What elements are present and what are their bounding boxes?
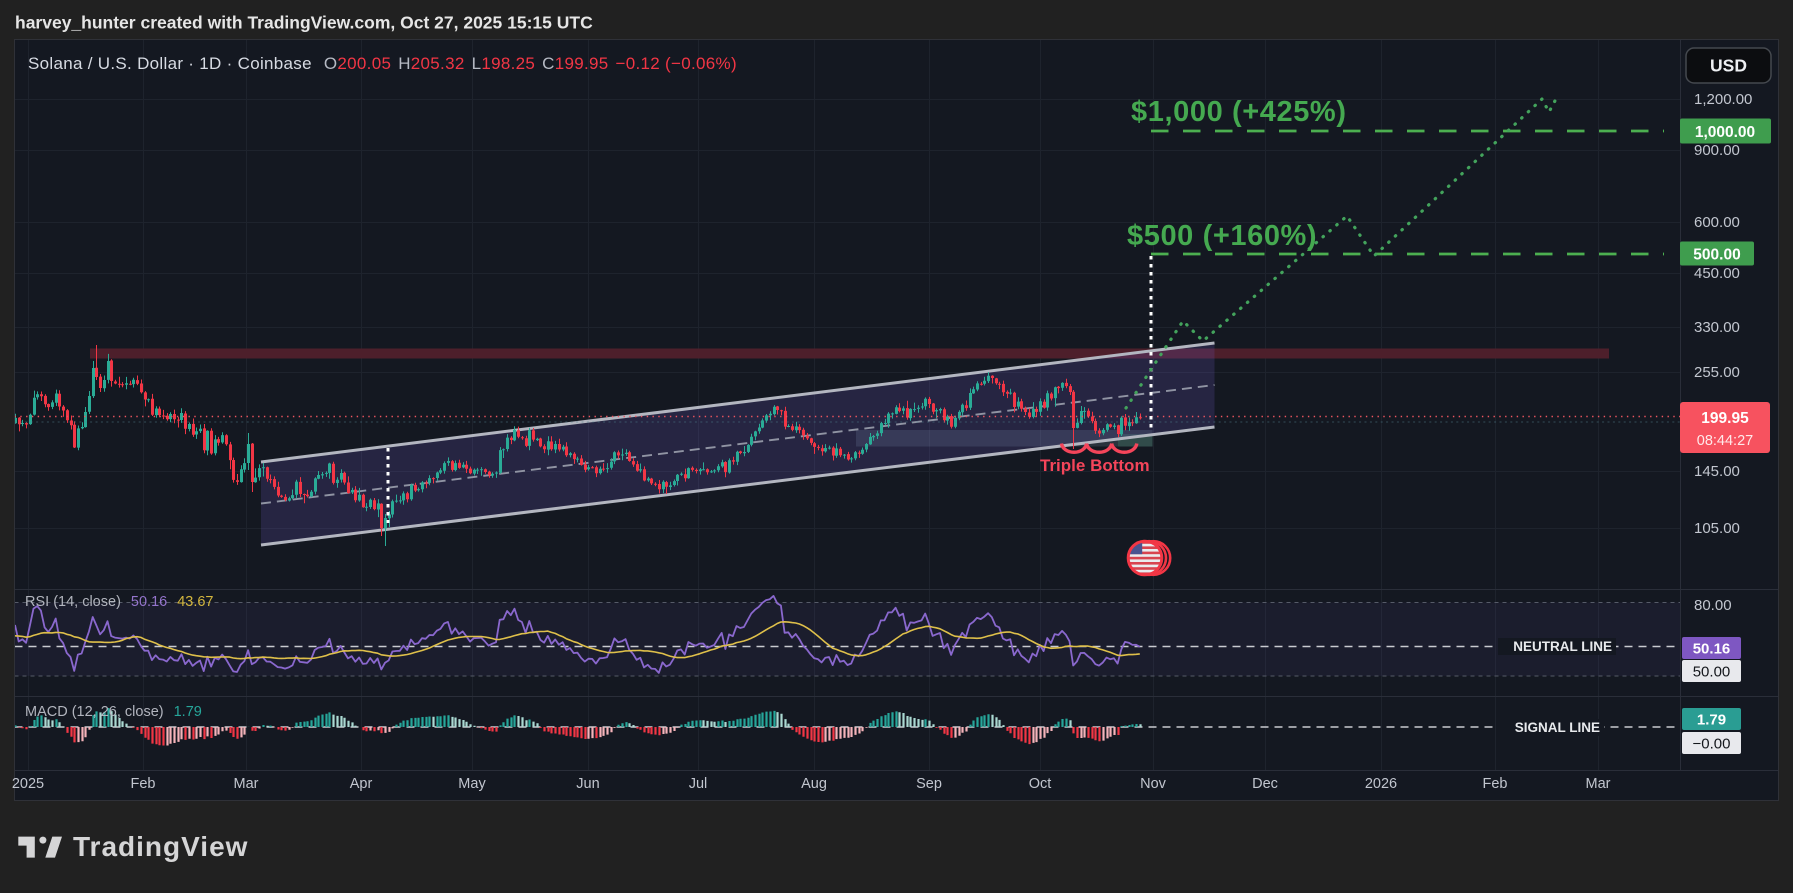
svg-text:SIGNAL LINE: SIGNAL LINE — [1515, 720, 1600, 735]
svg-text:500.00: 500.00 — [1693, 247, 1740, 264]
svg-text:Jun: Jun — [576, 776, 599, 792]
svg-text:Feb: Feb — [1483, 776, 1508, 792]
svg-text:2026: 2026 — [1365, 776, 1397, 792]
svg-text:900.00: 900.00 — [1694, 142, 1740, 159]
svg-text:105.00: 105.00 — [1694, 520, 1740, 537]
svg-text:2025: 2025 — [12, 776, 44, 792]
svg-text:50.00: 50.00 — [1693, 664, 1731, 681]
svg-text:08:44:27: 08:44:27 — [1697, 433, 1753, 449]
svg-text:Dec: Dec — [1252, 776, 1278, 792]
svg-text:TradingView: TradingView — [73, 831, 248, 862]
svg-text:$500 (+160%): $500 (+160%) — [1127, 220, 1317, 252]
svg-text:Sep: Sep — [916, 776, 942, 792]
svg-text:Oct: Oct — [1029, 776, 1052, 792]
svg-text:50.16: 50.16 — [1693, 641, 1731, 658]
svg-text:−0.00: −0.00 — [1693, 736, 1731, 753]
svg-text:80.00: 80.00 — [1694, 597, 1732, 614]
svg-text:Solana / U.S. Dollar · 1D · Co: Solana / U.S. Dollar · 1D · Coinbase O200… — [28, 54, 737, 73]
svg-text:330.00: 330.00 — [1694, 319, 1740, 336]
svg-text:MACD (12, 26, close)1.79: MACD (12, 26, close) 1.79 — [25, 704, 202, 720]
svg-text:199.95: 199.95 — [1701, 410, 1749, 427]
svg-text:Jul: Jul — [689, 776, 708, 792]
svg-text:145.00: 145.00 — [1694, 463, 1740, 480]
svg-text:1,200.00: 1,200.00 — [1694, 91, 1752, 108]
svg-text:USD: USD — [1710, 56, 1747, 76]
svg-text:Feb: Feb — [131, 776, 156, 792]
svg-text:Mar: Mar — [234, 776, 259, 792]
svg-text:Nov: Nov — [1140, 776, 1167, 792]
svg-text:harvey_hunter created with Tra: harvey_hunter created with TradingView.c… — [15, 13, 593, 33]
svg-text:255.00: 255.00 — [1694, 364, 1740, 381]
svg-text:Mar: Mar — [1586, 776, 1611, 792]
svg-text:May: May — [458, 776, 486, 792]
svg-text:450.00: 450.00 — [1694, 265, 1740, 282]
svg-text:Apr: Apr — [350, 776, 373, 792]
svg-text:Triple Bottom: Triple Bottom — [1040, 456, 1150, 475]
svg-text:Aug: Aug — [801, 776, 827, 792]
svg-text:NEUTRAL LINE: NEUTRAL LINE — [1513, 639, 1612, 654]
svg-text:$1,000 (+425%): $1,000 (+425%) — [1131, 96, 1347, 128]
svg-text:1.79: 1.79 — [1697, 712, 1726, 729]
svg-text:1,000.00: 1,000.00 — [1695, 124, 1755, 141]
svg-text:600.00: 600.00 — [1694, 214, 1740, 231]
